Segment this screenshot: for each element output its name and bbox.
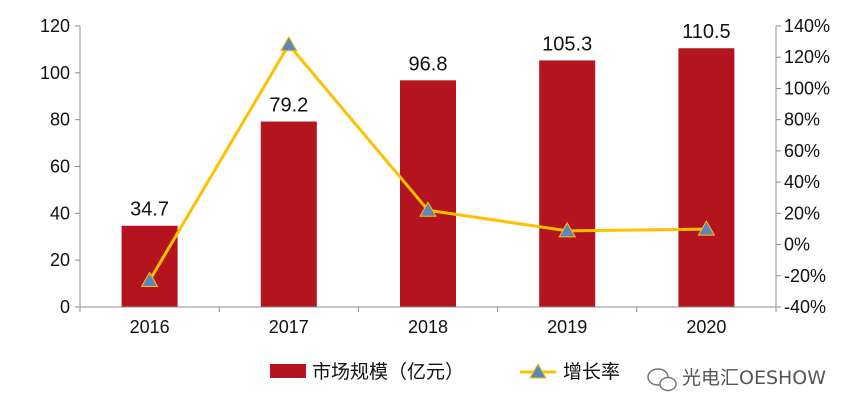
bar-value-label: 34.7	[130, 199, 169, 221]
right-tick-label: 40%	[784, 172, 820, 192]
left-tick-label: 100	[40, 63, 70, 83]
left-tick-label: 20	[50, 250, 70, 270]
bar	[121, 225, 178, 307]
x-tick-label: 2018	[408, 317, 448, 337]
bar-value-label: 96.8	[409, 53, 448, 75]
growth-point	[558, 221, 577, 238]
bar	[678, 48, 735, 307]
bar-value-label: 79.2	[269, 95, 308, 117]
left-tick-label: 40	[50, 203, 70, 223]
bar	[260, 121, 317, 307]
bar-series: 34.7 79.2 96.8 105.3 110.5	[121, 21, 735, 308]
legend-marker-triangle	[529, 362, 547, 379]
right-tick-label: 0%	[784, 235, 810, 255]
left-tick-label: 60	[50, 157, 70, 177]
x-tick-label: 2019	[547, 317, 587, 337]
right-tick-label: 100%	[784, 78, 830, 98]
legend-label-bar: 市场规模（亿元）	[312, 361, 464, 383]
right-tick-label: -20%	[784, 266, 826, 286]
axes: 0 20 40 60 80 100 120 -40% -20% 0% 20% 40% 60% 80% 100…	[40, 16, 830, 337]
right-tick-label: 120%	[784, 47, 830, 67]
bar-value-label: 105.3	[542, 33, 592, 55]
x-tick-label: 2016	[130, 317, 170, 337]
growth-point	[697, 220, 716, 236]
x-tick-label: 2020	[686, 317, 726, 337]
wechat-icon	[647, 368, 677, 392]
left-tick-label: 80	[50, 110, 70, 130]
right-tick-label: 20%	[784, 203, 820, 223]
growth-point	[140, 271, 159, 287]
bar	[539, 60, 596, 307]
bar	[400, 80, 456, 308]
growth-point	[279, 35, 298, 52]
right-tick-label: -40%	[784, 297, 826, 317]
legend-swatch-bar	[270, 364, 306, 378]
right-tick-label: 80%	[784, 110, 820, 130]
left-tick-label: 0	[60, 297, 70, 317]
right-tick-label: 140%	[784, 16, 830, 36]
left-tick-label: 120	[40, 16, 70, 36]
growth-point	[419, 201, 437, 217]
watermark-text: 光电汇OESHOW	[682, 367, 826, 389]
legend-label-line: 增长率	[563, 361, 620, 383]
right-tick-label: 60%	[784, 141, 820, 161]
watermark: 光电汇OESHOW	[647, 367, 826, 392]
bar-value-label: 110.5	[682, 21, 731, 43]
line-series	[140, 35, 716, 287]
legend: 市场规模（亿元） 增长率	[270, 361, 620, 383]
x-tick-label: 2017	[269, 317, 309, 337]
